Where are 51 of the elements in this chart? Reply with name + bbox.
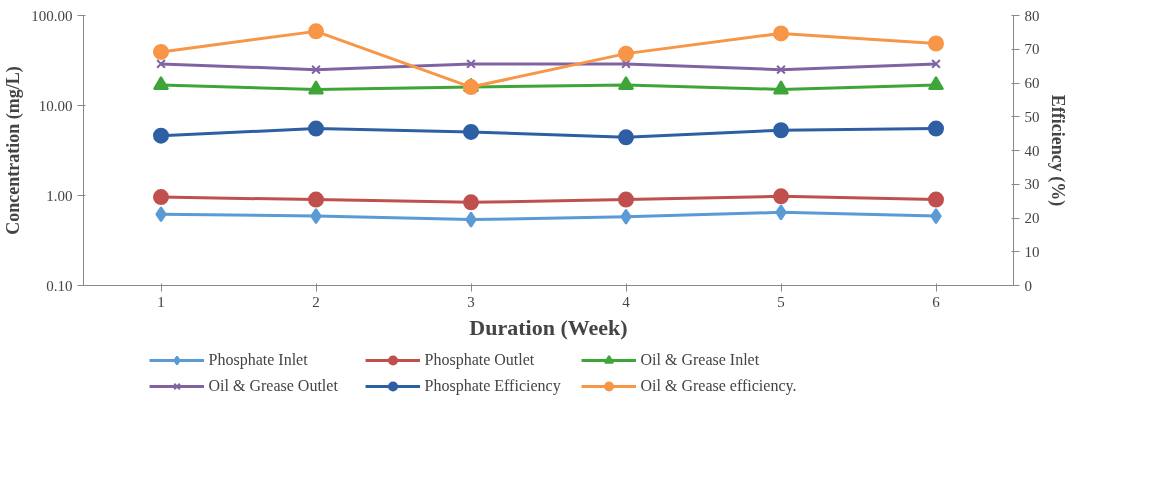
y2-axis-title: Efficiency (%) <box>1046 94 1068 207</box>
x-tick-label: 4 <box>622 293 631 310</box>
legend-label: Oil & Grease Outlet <box>208 376 339 396</box>
y-tick-label: 0.10 <box>46 277 73 294</box>
point <box>465 211 477 228</box>
y-tick-label: 100.00 <box>31 7 73 24</box>
x-tick-label: 3 <box>467 293 475 310</box>
legend-label: Phosphate Efficiency <box>424 376 562 396</box>
point <box>618 191 634 208</box>
point <box>773 188 789 205</box>
point <box>310 208 322 225</box>
y-tick-label: 10.00 <box>38 97 73 114</box>
y2-tick-label: 30 <box>1024 176 1040 193</box>
point <box>155 206 167 223</box>
point <box>928 75 944 91</box>
y-tick-label: 1.00 <box>46 187 73 204</box>
point <box>311 64 321 75</box>
point <box>773 80 789 95</box>
point <box>618 75 634 91</box>
point <box>620 208 632 225</box>
y2-tick-label: 50 <box>1024 108 1040 125</box>
x-tick-label: 2 <box>312 293 320 310</box>
y2-tick-label: 0 <box>1024 277 1032 294</box>
point <box>308 80 324 95</box>
point <box>775 204 787 221</box>
point <box>776 64 786 75</box>
x-tick-label: 1 <box>157 293 165 310</box>
y2-tick-label: 70 <box>1024 41 1040 58</box>
point <box>156 59 166 69</box>
point <box>930 208 942 225</box>
x-axis-title: Duration (Week) <box>469 314 628 340</box>
y2-tick-label: 10 <box>1024 243 1040 260</box>
y2-tick-label: 20 <box>1024 210 1040 226</box>
x-tick-label: 5 <box>777 293 785 310</box>
point <box>463 194 479 211</box>
y2-tick-label: 40 <box>1024 142 1040 159</box>
legend-label: Phosphate Outlet <box>424 350 536 370</box>
point <box>928 191 944 208</box>
legend-label: Oil & Grease Inlet <box>640 350 761 370</box>
legend-label: Phosphate Inlet <box>208 350 309 370</box>
point <box>621 59 631 69</box>
x-tick-label: 6 <box>932 293 941 310</box>
point <box>308 191 324 208</box>
y2-tick-label: 60 <box>1024 75 1040 91</box>
point <box>153 75 169 91</box>
point <box>466 59 476 69</box>
y2-tick-label: 80 <box>1024 7 1040 24</box>
y-axis-title: Concentration (mg/L) <box>3 66 25 235</box>
point <box>153 189 169 206</box>
point <box>931 59 941 69</box>
legend-label: Oil & Grease efficiency. <box>640 376 797 396</box>
